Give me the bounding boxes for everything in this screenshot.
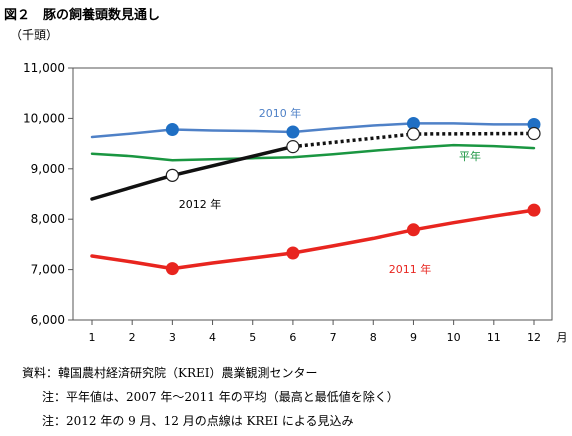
x-tick-label: 8 (370, 331, 377, 344)
x-tick-label: 5 (249, 331, 256, 344)
series-marker (406, 116, 420, 130)
x-tick-label: 1 (89, 331, 96, 344)
x-tick-label: 4 (209, 331, 216, 344)
y-axis-unit-label: （千頭） (10, 28, 59, 42)
x-tick-label: 10 (447, 331, 461, 344)
y-tick-label: 6,000 (31, 313, 65, 327)
x-tick-label: 6 (289, 331, 296, 344)
series-marker (406, 223, 420, 237)
series-label: 2010 年 (259, 106, 302, 120)
plot-area-frame (72, 67, 553, 321)
x-tick-label: 7 (330, 331, 337, 344)
series-marker (165, 262, 179, 276)
series-label: 2011 年 (389, 262, 432, 276)
x-tick-label: 3 (169, 331, 176, 344)
source-note: 資料：韓国農村経済研究院（KREI）農業観測センター (22, 366, 318, 380)
figure-title: 図２ 豚の飼養頭数見通し (4, 8, 161, 23)
y-tick-label: 10,000 (23, 111, 65, 125)
series-line (90, 122, 536, 139)
series-marker (165, 168, 179, 182)
x-tick-label: 9 (410, 331, 417, 344)
y-tick-label: 9,000 (31, 162, 65, 176)
series-marker (286, 140, 300, 154)
y-tick-label: 8,000 (31, 212, 65, 226)
series-line (90, 143, 536, 162)
series-marker (165, 122, 179, 136)
y-tick-label: 11,000 (23, 61, 65, 75)
series-label: 2012 年 (179, 197, 222, 211)
x-tick-label: 12 (527, 331, 541, 344)
footnote-average: 注：平年値は、2007 年～2011 年の平均（最高と最低値を除く） (42, 390, 399, 404)
series-marker (286, 246, 300, 260)
series-labels: 平年 2010 年 2011 年 2012 年 (179, 106, 481, 276)
series-marker (527, 126, 541, 141)
x-tick-label: 2 (129, 331, 136, 344)
series-label: 平年 (459, 149, 481, 163)
series-markers (165, 116, 541, 276)
series-line (90, 208, 536, 271)
series-marker (527, 117, 541, 131)
series-marker (527, 203, 541, 217)
series-marker (406, 127, 421, 141)
x-axis-label: 月 (557, 331, 568, 344)
series-marker (286, 125, 300, 139)
series-lines (90, 122, 536, 271)
x-tick-label: 11 (487, 331, 501, 344)
y-tick-label: 7,000 (31, 263, 65, 277)
footnote-projection: 注：2012 年の 9 月、12 月の点線は KREI による見込み (42, 414, 354, 428)
